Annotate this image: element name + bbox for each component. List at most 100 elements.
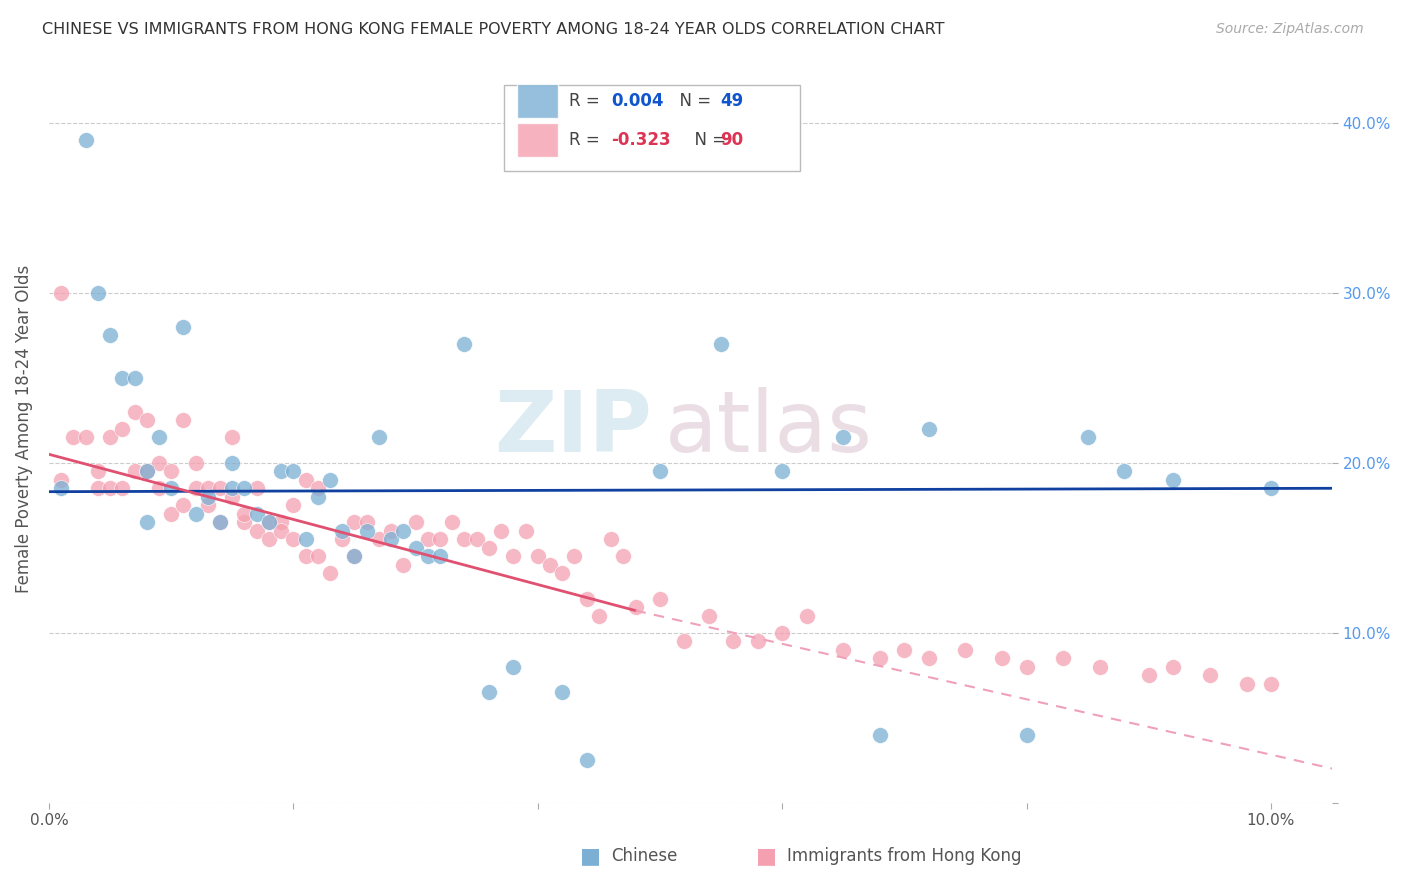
Text: 90: 90 — [720, 131, 744, 149]
Point — [221, 456, 243, 470]
Point — [478, 541, 501, 555]
Point — [270, 524, 292, 538]
Point — [160, 481, 183, 495]
Point — [257, 515, 280, 529]
Point — [502, 549, 524, 564]
Point — [869, 651, 891, 665]
FancyBboxPatch shape — [517, 122, 558, 157]
Text: N =: N = — [685, 131, 731, 149]
Point — [98, 430, 121, 444]
Point — [257, 515, 280, 529]
Point — [465, 533, 488, 547]
Point — [453, 337, 475, 351]
Point — [307, 549, 329, 564]
Text: R =: R = — [568, 92, 605, 110]
Point — [343, 549, 366, 564]
Point — [246, 481, 269, 495]
Point — [148, 481, 170, 495]
Point — [270, 464, 292, 478]
Point — [770, 625, 793, 640]
Point — [538, 558, 561, 572]
Point — [148, 456, 170, 470]
Point — [233, 507, 256, 521]
Point — [648, 591, 671, 606]
Point — [1077, 430, 1099, 444]
Point — [893, 642, 915, 657]
Point — [1161, 659, 1184, 673]
Point — [770, 464, 793, 478]
Point — [330, 524, 353, 538]
Point — [502, 659, 524, 673]
Point — [1161, 473, 1184, 487]
Point — [648, 464, 671, 478]
Point — [918, 651, 941, 665]
Point — [673, 634, 696, 648]
Point — [51, 285, 73, 300]
Point — [551, 566, 574, 581]
Point — [1114, 464, 1136, 478]
Point — [1236, 676, 1258, 690]
Point — [307, 481, 329, 495]
Text: Immigrants from Hong Kong: Immigrants from Hong Kong — [787, 847, 1022, 865]
Point — [87, 481, 110, 495]
Point — [319, 566, 342, 581]
Point — [564, 549, 586, 564]
Point — [270, 515, 292, 529]
Point — [343, 515, 366, 529]
Point — [172, 498, 194, 512]
Point — [111, 371, 134, 385]
Point — [197, 481, 219, 495]
Point — [723, 634, 745, 648]
Point — [356, 515, 378, 529]
Point — [588, 608, 610, 623]
Point — [184, 507, 207, 521]
Point — [124, 464, 146, 478]
Point — [991, 651, 1014, 665]
Text: 0.004: 0.004 — [612, 92, 664, 110]
Text: atlas: atlas — [665, 387, 873, 470]
Point — [135, 464, 157, 478]
Point — [98, 328, 121, 343]
Point — [62, 430, 84, 444]
Point — [51, 473, 73, 487]
Point — [416, 549, 439, 564]
Point — [87, 464, 110, 478]
Point — [380, 533, 402, 547]
Point — [624, 600, 647, 615]
Point — [832, 642, 855, 657]
Point — [124, 405, 146, 419]
Point — [955, 642, 977, 657]
Point — [416, 533, 439, 547]
Point — [1137, 668, 1160, 682]
Point — [489, 524, 512, 538]
Point — [124, 371, 146, 385]
Text: CHINESE VS IMMIGRANTS FROM HONG KONG FEMALE POVERTY AMONG 18-24 YEAR OLDS CORREL: CHINESE VS IMMIGRANTS FROM HONG KONG FEM… — [42, 22, 945, 37]
Point — [575, 753, 598, 767]
Point — [392, 524, 415, 538]
Point — [710, 337, 733, 351]
Point — [869, 728, 891, 742]
Text: Chinese: Chinese — [612, 847, 678, 865]
Point — [233, 515, 256, 529]
Point — [1260, 676, 1282, 690]
Point — [453, 533, 475, 547]
Point — [172, 413, 194, 427]
Point — [551, 685, 574, 699]
Point — [1088, 659, 1111, 673]
Point — [98, 481, 121, 495]
Point — [209, 515, 232, 529]
Point — [697, 608, 720, 623]
Point — [319, 473, 342, 487]
Text: N =: N = — [669, 92, 716, 110]
Point — [405, 541, 427, 555]
Point — [75, 133, 97, 147]
Point — [184, 481, 207, 495]
FancyBboxPatch shape — [505, 85, 800, 171]
Point — [160, 507, 183, 521]
Point — [1015, 659, 1038, 673]
Point — [1260, 481, 1282, 495]
Point — [515, 524, 537, 538]
Point — [75, 430, 97, 444]
Point — [478, 685, 501, 699]
Text: -0.323: -0.323 — [612, 131, 671, 149]
